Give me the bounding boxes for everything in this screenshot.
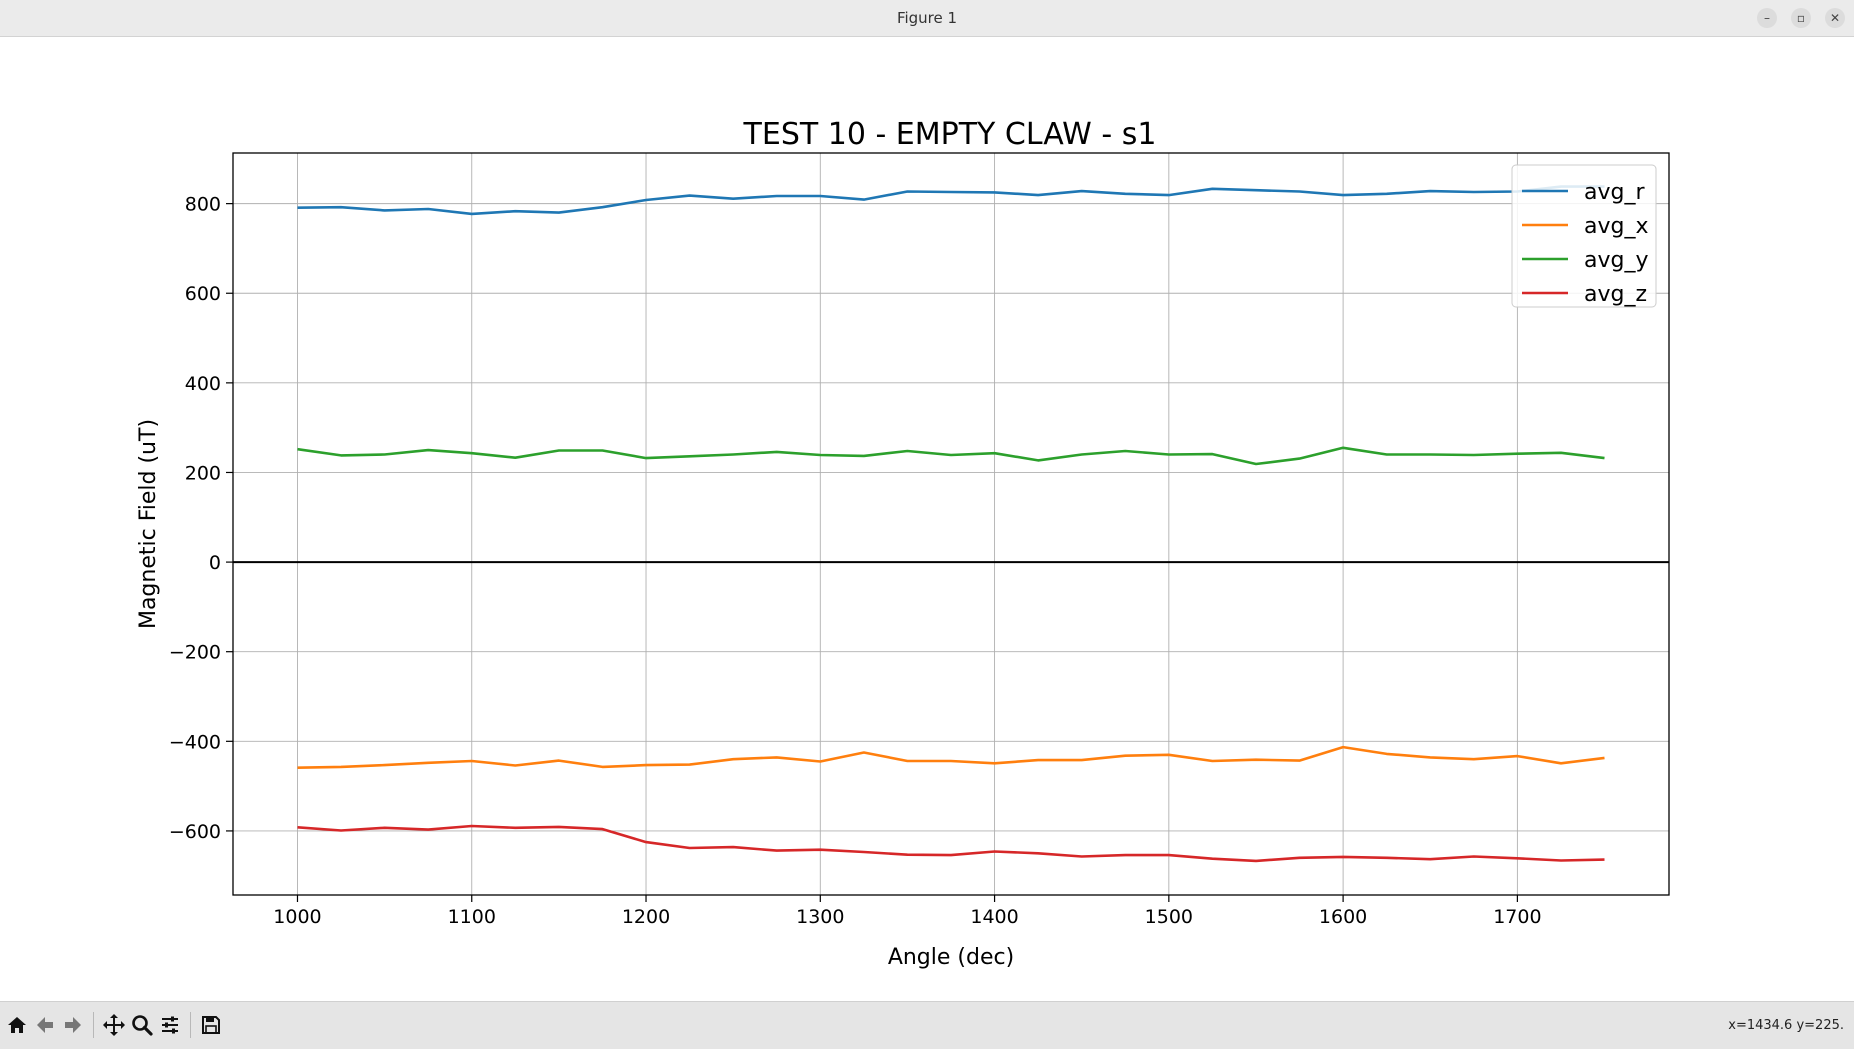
back-icon[interactable] [32,1012,58,1038]
y-tick-label: 0 [209,552,221,574]
navigation-toolbar: x=1434.6 y=225. [0,1001,1854,1049]
y-axis-label: Magnetic Field (uT) [136,419,161,629]
x-axis-ticks: 1000 1100 1200 1300 1400 1500 1600 1700 [273,895,1542,928]
window-title: Figure 1 [896,9,958,27]
forward-icon[interactable] [60,1012,86,1038]
maximize-button[interactable]: ▫ [1791,8,1811,28]
series-line-avg_z [297,824,1605,863]
series-line-avg_y [297,446,1605,466]
legend-label-avg_x: avg_x [1584,214,1649,239]
legend-box [1511,164,1657,308]
chart-title: TEST 10 - EMPTY CLAW - s1 [743,117,1157,152]
x-tick-label: 1600 [1319,906,1367,928]
cursor-coordinates: x=1434.6 y=225. [1728,1018,1844,1033]
figure-canvas[interactable]: TEST 10 - EMPTY CLAW - s1 1000 1100 1200 13… [0,37,1854,1001]
pan-icon[interactable] [101,1012,127,1038]
y-axis-ticks: −600 −400 −200 0 200 400 600 800 [169,194,233,843]
x-tick-label: 1300 [796,906,844,928]
minimize-button[interactable]: – [1757,8,1777,28]
x-tick-label: 1400 [970,906,1018,928]
x-tick-label: 1700 [1493,906,1541,928]
line-chart: TEST 10 - EMPTY CLAW - s1 1000 1100 1200 13… [136,117,1670,970]
window-titlebar: Figure 1 – ▫ ✕ [0,0,1854,37]
x-tick-label: 1100 [448,906,496,928]
x-tick-label: 1500 [1145,906,1193,928]
y-tick-label: 400 [185,373,221,395]
x-tick-label: 1000 [273,906,321,928]
save-icon[interactable] [198,1012,224,1038]
axes-frame [232,152,1670,896]
grid-lines [233,153,1669,895]
series-line-avg_x [297,745,1605,769]
legend-label-avg_y: avg_y [1584,248,1649,273]
toolbar-separator [190,1012,191,1038]
configure-icon[interactable] [157,1012,183,1038]
home-icon[interactable] [4,1012,30,1038]
legend-label-avg_z: avg_z [1584,282,1647,307]
y-tick-label: 200 [185,462,221,484]
x-axis-label: Angle (dec) [888,945,1014,970]
chart-legend: avg_r avg_x avg_y avg_z [1511,164,1657,308]
zoom-icon[interactable] [129,1012,155,1038]
y-tick-label: −200 [169,642,221,664]
series-lines [297,185,1605,863]
close-button[interactable]: ✕ [1825,8,1845,28]
y-tick-label: −400 [169,731,221,753]
toolbar-separator [93,1012,94,1038]
y-tick-label: 600 [185,283,221,305]
y-tick-label: 800 [185,194,221,216]
y-tick-label: −600 [169,821,221,843]
legend-label-avg_r: avg_r [1584,180,1645,205]
series-line-avg_r [297,185,1605,216]
x-tick-label: 1200 [622,906,670,928]
